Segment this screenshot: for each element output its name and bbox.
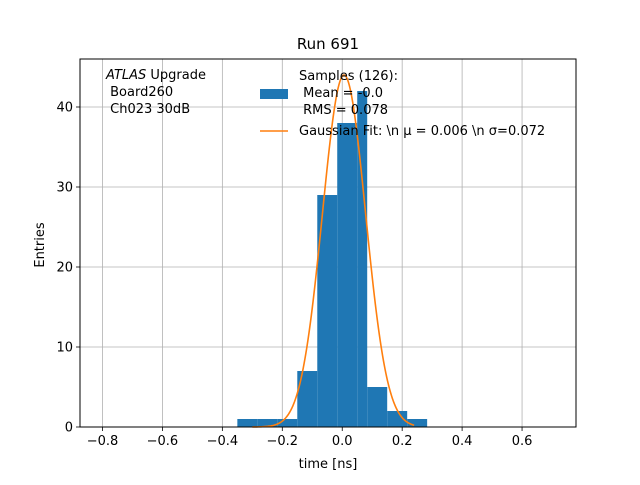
x-tick-label: 0.6: [512, 434, 533, 449]
x-tick-label: −0.6: [147, 434, 179, 449]
histogram-bar: [357, 91, 368, 427]
histogram-bar: [297, 371, 318, 427]
gaussian-fit-curve: [252, 74, 415, 428]
y-tick-label: 20: [56, 261, 73, 276]
histogram-bar: [237, 419, 258, 427]
legend: Samples (126): Mean = -0.0 RMS = 0.078 G…: [260, 69, 545, 139]
plot-frame: [79, 58, 577, 428]
legend-fit-label: Gaussian Fit: \n μ = 0.006 \n σ=0.072: [299, 124, 545, 139]
axis-ticks: −0.8 −0.6 −0.4 −0.2 0.0 0.2 0.4 0.6 0 10 20 30 40: [56, 101, 532, 450]
x-tick-label: −0.2: [267, 434, 299, 449]
legend-histogram-swatch: [260, 89, 288, 99]
x-tick-label: 0.0: [332, 434, 353, 449]
histogram-bar: [317, 195, 338, 427]
x-tick-label: −0.8: [87, 434, 119, 449]
legend-histogram-line-1: Samples (126):: [299, 69, 398, 84]
y-tick-label: 0: [65, 421, 73, 436]
histogram-bar: [367, 387, 388, 427]
x-tick-label: −0.4: [207, 434, 239, 449]
x-tick-label: 0.4: [452, 434, 473, 449]
gaussian-fit: [252, 74, 415, 428]
chart-title: Run 691: [297, 35, 359, 53]
y-axis-label: Entries: [33, 222, 48, 268]
x-axis-label: time [ns]: [299, 457, 358, 472]
annotation-line-3: Ch023 30dB: [106, 102, 190, 117]
annotation-line-1: ATLAS Upgrade: [105, 68, 206, 83]
histogram-bar: [337, 123, 358, 427]
upgrade-label: Upgrade: [146, 68, 206, 83]
legend-histogram-line-3: RMS = 0.078: [299, 103, 388, 118]
x-tick-label: 0.2: [392, 434, 413, 449]
y-tick-label: 10: [56, 341, 73, 356]
histogram-bar: [277, 419, 298, 427]
histogram-bar: [407, 419, 428, 427]
annotation-line-2: Board260: [106, 85, 173, 100]
annotation-box: ATLAS Upgrade Board260 Ch023 30dB: [105, 68, 206, 117]
y-tick-label: 30: [56, 181, 73, 196]
histogram-bars: [237, 91, 428, 427]
legend-histogram-line-2: Mean = -0.0: [299, 86, 383, 101]
y-tick-label: 40: [56, 101, 73, 116]
histogram-bar: [387, 411, 408, 427]
histogram-bar: [257, 419, 278, 427]
atlas-label: ATLAS: [105, 68, 146, 83]
